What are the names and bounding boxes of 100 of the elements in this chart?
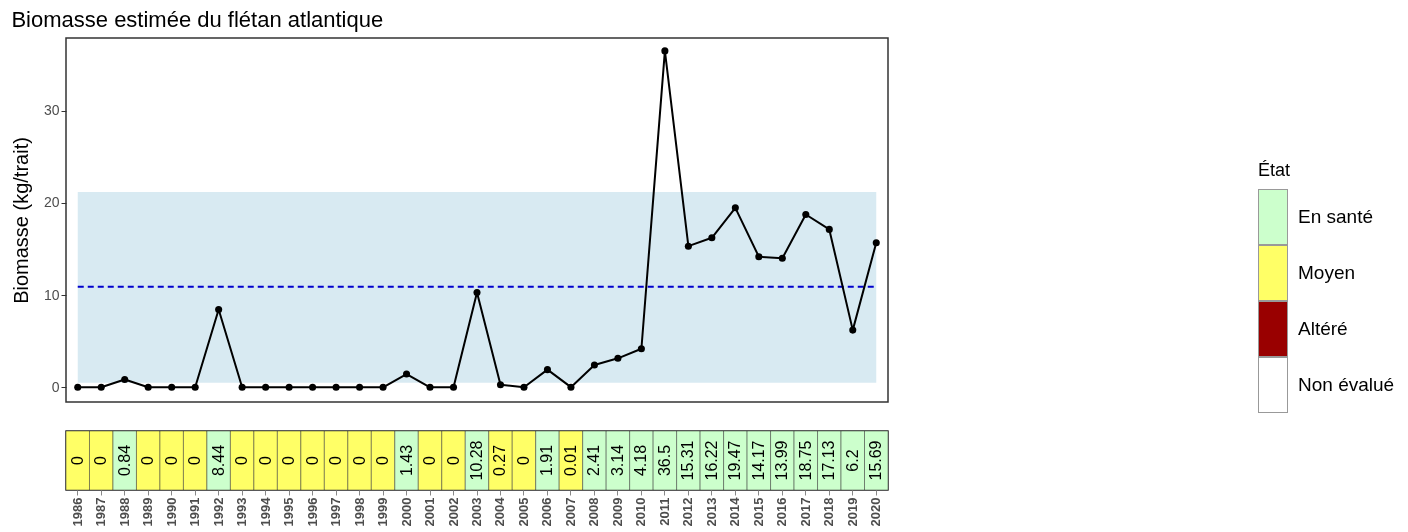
data-label: 0: [139, 455, 157, 465]
point: [825, 225, 833, 233]
data-label: 0: [186, 455, 204, 465]
point: [684, 242, 692, 250]
point: [731, 204, 739, 212]
point: [520, 383, 528, 391]
point: [238, 383, 246, 391]
y-tick-label: 30: [43, 102, 60, 119]
x-tick-label: 1996: [304, 497, 320, 527]
point: [473, 288, 481, 297]
x-tick-label: 1997: [328, 497, 344, 527]
point: [97, 383, 105, 391]
data-label: 10.28: [468, 440, 485, 481]
y-tick-label: 10: [43, 286, 60, 303]
text: Altéré: [1298, 318, 1348, 340]
point: [543, 366, 551, 374]
x-tick-label: 1992: [210, 497, 226, 527]
data-label: 0: [327, 455, 345, 465]
data-label: 1.91: [538, 444, 556, 477]
text: En santé: [1298, 206, 1373, 228]
point: [191, 383, 199, 391]
point: [215, 305, 223, 314]
y-tick-label: 20: [43, 194, 60, 211]
y-axis-title: Biomasse (kg/trait): [9, 137, 32, 304]
x-tick-label: 2004: [492, 496, 508, 527]
data-label: 3.14: [608, 444, 626, 477]
text: Moyen: [1298, 262, 1356, 284]
x-tick-label: 1994: [257, 496, 273, 527]
x-tick-label: 1987: [93, 497, 109, 527]
data-label: 36.5: [655, 444, 673, 477]
point: [637, 345, 645, 353]
data-label: 14.17: [749, 440, 767, 481]
data-label: 0: [68, 455, 86, 465]
chart-title: Biomasse estimée du flétan atlantique: [11, 7, 384, 32]
x-tick-label: 2013: [703, 497, 719, 527]
x-tick-label: 2015: [750, 497, 766, 527]
y-tick-label: 0: [51, 378, 60, 395]
point: [849, 326, 857, 334]
x-tick-label: 1991: [187, 497, 203, 527]
x-tick-label: 2016: [774, 497, 790, 527]
point: [802, 210, 810, 218]
data-label: 2.41: [585, 444, 603, 477]
x-tick-label: 2012: [680, 497, 696, 527]
x-tick-label: 2003: [469, 497, 484, 527]
text: Non évalué: [1298, 374, 1395, 396]
data-label: 15.31: [679, 440, 697, 481]
point: [567, 383, 575, 391]
point: [168, 383, 176, 391]
x-tick-label: 2001: [422, 497, 438, 527]
point: [778, 254, 786, 262]
data-label: 0: [92, 455, 110, 465]
point: [496, 381, 505, 389]
point: [708, 234, 716, 242]
x-tick-label: 1990: [163, 497, 179, 527]
data-label: 4.18: [632, 444, 650, 477]
point: [426, 383, 434, 391]
x-tick-label: 2005: [515, 497, 531, 527]
point: [309, 383, 317, 391]
data-label: 13.99: [773, 440, 791, 481]
point: [74, 383, 82, 391]
data-label: 0: [421, 455, 439, 465]
point: [590, 361, 598, 369]
x-tick-label: 1998: [351, 497, 367, 527]
data-label: 15.69: [867, 440, 885, 481]
point: [755, 253, 763, 261]
x-tick-label: 1988: [116, 497, 132, 527]
x-tick-label: 1993: [234, 497, 250, 527]
x-tick-label: 2011: [656, 497, 672, 526]
point: [285, 383, 293, 391]
point: [121, 375, 129, 384]
point: [332, 383, 340, 391]
point: [262, 383, 270, 391]
x-tick-label: 2019: [844, 497, 860, 527]
data-label: 0: [514, 455, 532, 465]
x-tick-label: 2018: [821, 497, 837, 527]
data-label: 6.2: [843, 449, 861, 472]
data-label: 8.44: [209, 444, 227, 477]
x-tick-label: 2000: [398, 497, 414, 527]
point: [144, 383, 152, 391]
x-tick-label: 2010: [633, 497, 649, 527]
x-tick-label: 2017: [797, 497, 813, 527]
point: [872, 239, 880, 247]
x-tick-label: 1989: [140, 497, 156, 527]
data-label: 0.84: [115, 444, 133, 477]
data-label: 0: [256, 455, 274, 465]
text: État: [1258, 160, 1292, 181]
x-tick-label: 2008: [586, 497, 602, 527]
data-label: 0: [350, 455, 368, 465]
data-label: 0.27: [491, 444, 509, 477]
data-label: 1.43: [397, 444, 415, 477]
point: [379, 383, 387, 391]
data-label: 0: [303, 455, 321, 465]
data-label: 0: [280, 455, 298, 465]
x-tick-label: 2007: [562, 497, 578, 527]
point: [403, 370, 411, 378]
x-tick-label: 2009: [609, 497, 625, 527]
x-tick-label: 2020: [868, 497, 884, 527]
data-label: 0: [233, 455, 251, 465]
data-label: 18.75: [796, 440, 814, 481]
point: [614, 354, 622, 362]
